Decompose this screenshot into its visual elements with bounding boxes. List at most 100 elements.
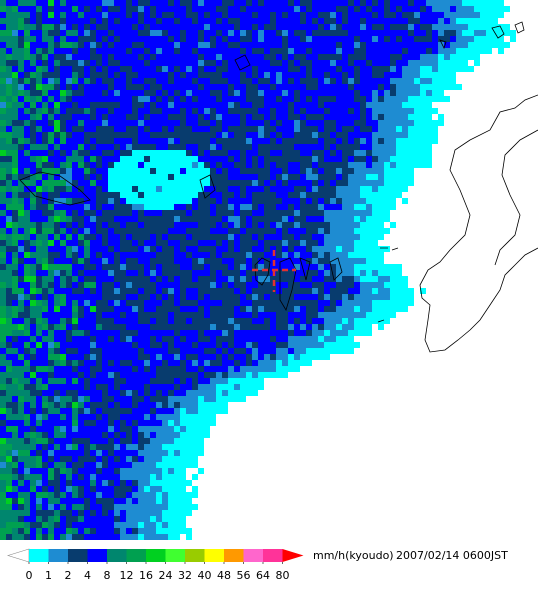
cell xyxy=(150,354,156,360)
cell xyxy=(270,174,276,180)
cell xyxy=(198,36,204,42)
cell xyxy=(414,60,420,66)
cell xyxy=(222,390,228,396)
cell xyxy=(210,126,216,132)
cell xyxy=(264,306,270,312)
cell xyxy=(414,102,420,108)
cell xyxy=(126,102,132,108)
cell xyxy=(90,210,96,216)
cell xyxy=(192,354,198,360)
cell xyxy=(54,54,60,60)
cell xyxy=(210,360,216,366)
cell xyxy=(168,12,174,18)
cell xyxy=(408,66,414,72)
cell xyxy=(90,108,96,114)
cell xyxy=(78,174,84,180)
cell xyxy=(114,204,120,210)
cell xyxy=(108,24,114,30)
cell xyxy=(66,306,72,312)
cell xyxy=(180,282,186,288)
cell xyxy=(24,282,30,288)
cell xyxy=(270,108,276,114)
cell xyxy=(210,378,216,384)
cell xyxy=(138,276,144,282)
cell xyxy=(270,150,276,156)
cell xyxy=(54,120,60,126)
cell xyxy=(138,6,144,12)
cell xyxy=(150,114,156,120)
cell xyxy=(102,468,108,474)
cell xyxy=(156,420,162,426)
cell xyxy=(144,324,150,330)
cell xyxy=(234,84,240,90)
cell xyxy=(378,54,384,60)
cell xyxy=(288,72,294,78)
cell xyxy=(36,414,42,420)
cell xyxy=(192,168,198,174)
cell xyxy=(204,0,210,6)
cell xyxy=(318,198,324,204)
cell xyxy=(72,360,78,366)
cell xyxy=(444,78,450,84)
cell xyxy=(342,150,348,156)
cell xyxy=(48,138,54,144)
cell xyxy=(54,132,60,138)
cell xyxy=(192,330,198,336)
cell xyxy=(324,24,330,30)
cell xyxy=(120,180,126,186)
cell xyxy=(48,240,54,246)
cell xyxy=(54,24,60,30)
cell xyxy=(0,72,6,78)
cell xyxy=(354,12,360,18)
cell xyxy=(84,330,90,336)
cell xyxy=(288,288,294,294)
cell xyxy=(60,156,66,162)
cell xyxy=(402,24,408,30)
cell xyxy=(228,234,234,240)
cell xyxy=(384,6,390,12)
cell xyxy=(108,330,114,336)
cell xyxy=(306,348,312,354)
cell xyxy=(348,324,354,330)
cell xyxy=(102,336,108,342)
cell xyxy=(96,396,102,402)
cell xyxy=(24,90,30,96)
cell xyxy=(24,294,30,300)
cell xyxy=(396,174,402,180)
cell xyxy=(294,270,300,276)
cell xyxy=(90,18,96,24)
cell xyxy=(198,258,204,264)
cell xyxy=(0,138,6,144)
cell xyxy=(114,18,120,24)
cell xyxy=(90,246,96,252)
cell xyxy=(24,324,30,330)
cell xyxy=(324,294,330,300)
cell xyxy=(138,456,144,462)
cell xyxy=(276,336,282,342)
cell xyxy=(42,198,48,204)
cell xyxy=(222,318,228,324)
cell xyxy=(144,234,150,240)
cell xyxy=(78,396,84,402)
cell xyxy=(114,354,120,360)
cell xyxy=(66,288,72,294)
cell xyxy=(168,438,174,444)
cell xyxy=(48,186,54,192)
cell xyxy=(366,24,372,30)
cell xyxy=(216,84,222,90)
cell xyxy=(12,414,18,420)
cell xyxy=(288,330,294,336)
cell xyxy=(138,12,144,18)
cell xyxy=(18,408,24,414)
cell xyxy=(438,114,444,120)
cell xyxy=(222,378,228,384)
cell xyxy=(126,408,132,414)
cell xyxy=(384,138,390,144)
cell xyxy=(72,210,78,216)
cell xyxy=(300,60,306,66)
cell xyxy=(186,36,192,42)
cell xyxy=(114,378,120,384)
cell xyxy=(108,378,114,384)
cell xyxy=(192,288,198,294)
cell xyxy=(354,210,360,216)
